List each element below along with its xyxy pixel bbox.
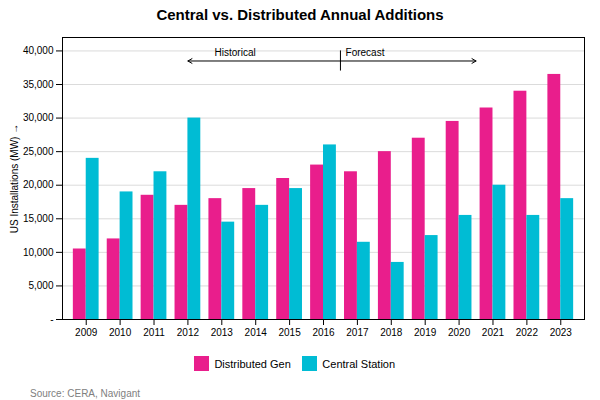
svg-text:2009: 2009 xyxy=(75,327,98,338)
svg-text:30,000: 30,000 xyxy=(23,112,54,123)
svg-text:2018: 2018 xyxy=(380,327,403,338)
svg-text:-: - xyxy=(50,314,53,325)
html-text:Distributed Gen: Distributed Gen xyxy=(214,357,291,370)
svg-text:2011: 2011 xyxy=(143,327,165,338)
svg-text:2023: 2023 xyxy=(550,327,573,338)
svg-text:15,000: 15,000 xyxy=(23,213,54,224)
svg-text:2022: 2022 xyxy=(516,327,539,338)
html-text:Source: CERA, Navigant: Source: CERA, Navigant xyxy=(30,387,141,399)
svg-text:2015: 2015 xyxy=(278,327,301,338)
svg-text:2010: 2010 xyxy=(109,327,132,338)
svg-text:2013: 2013 xyxy=(211,327,234,338)
svg-text:5,000: 5,000 xyxy=(28,280,53,291)
svg-text:Forecast: Forecast xyxy=(346,47,385,58)
svg-text:2012: 2012 xyxy=(177,327,200,338)
svg-text:2021: 2021 xyxy=(482,327,505,338)
svg-text:2014: 2014 xyxy=(245,327,268,338)
svg-text:35,000: 35,000 xyxy=(23,79,54,90)
svg-text:20,000: 20,000 xyxy=(23,179,54,190)
svg-text:2016: 2016 xyxy=(312,327,335,338)
svg-text:US Installations (MW) →: US Installations (MW) → xyxy=(9,124,20,233)
html-text:Central Station: Central Station xyxy=(322,357,396,370)
html-text:Central vs. Distributed Annual: Central vs. Distributed Annual Additions xyxy=(156,6,444,23)
svg-text:40,000: 40,000 xyxy=(23,45,54,56)
svg-text:2019: 2019 xyxy=(414,327,437,338)
svg-text:25,000: 25,000 xyxy=(23,146,54,157)
svg-text:10,000: 10,000 xyxy=(23,247,54,258)
svg-text:Historical: Historical xyxy=(215,47,256,58)
svg-text:2017: 2017 xyxy=(346,327,369,338)
svg-text:2020: 2020 xyxy=(448,327,471,338)
